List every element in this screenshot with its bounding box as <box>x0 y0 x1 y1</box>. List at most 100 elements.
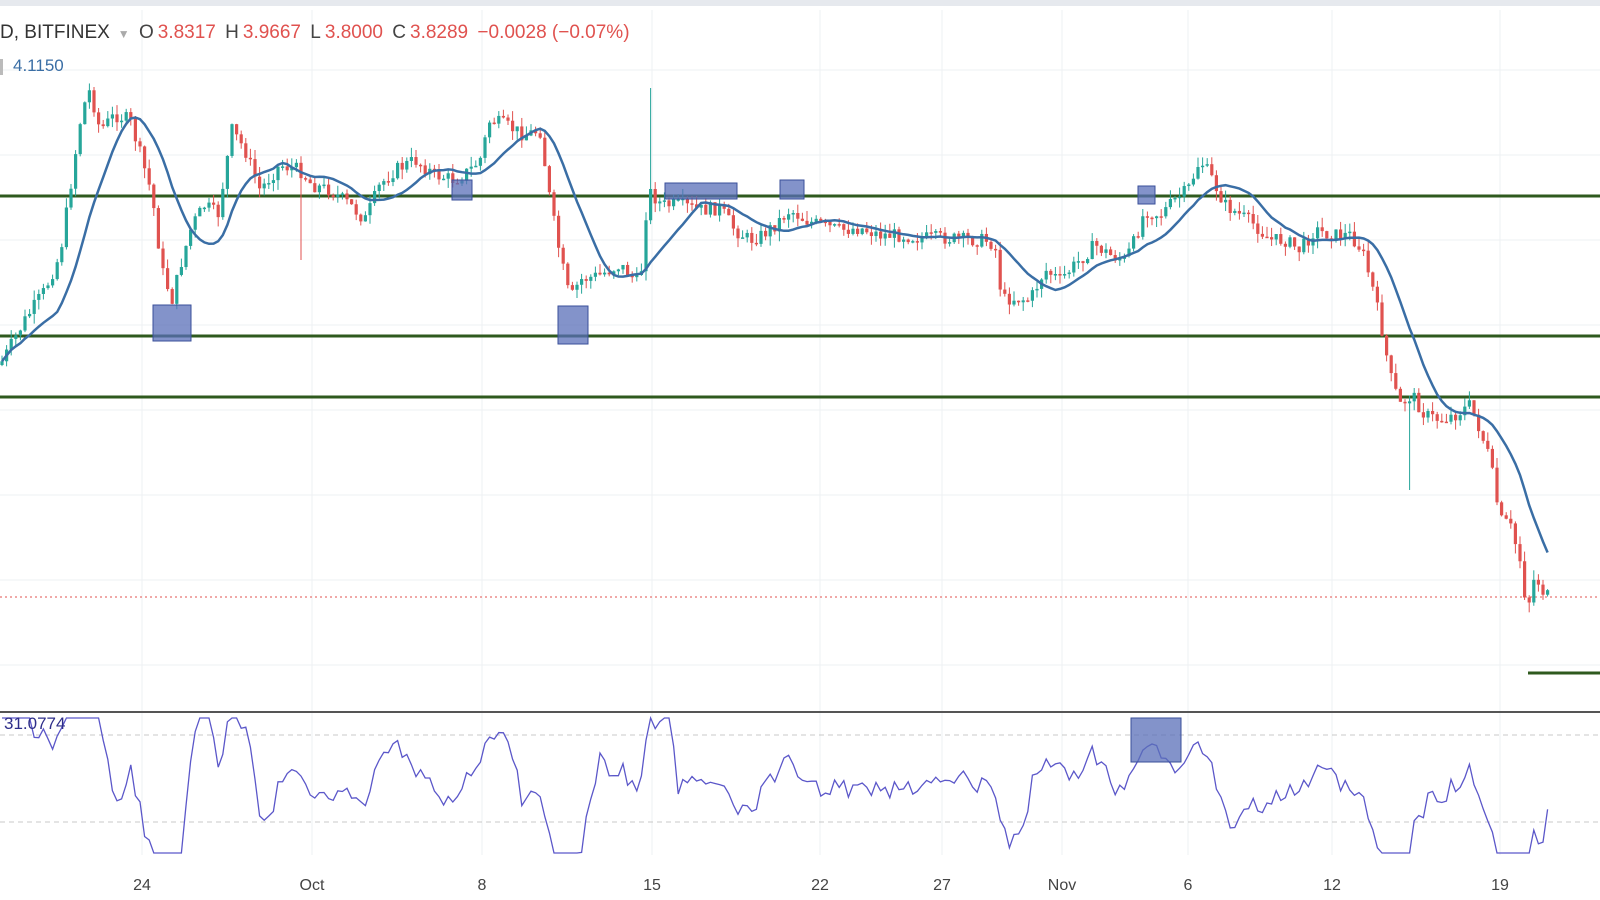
candle-body <box>1132 236 1136 249</box>
candle-body <box>1265 236 1269 239</box>
open-value: 3.8317 <box>157 22 216 43</box>
candle-body <box>1247 212 1251 215</box>
candle-body <box>713 202 717 216</box>
candle-body <box>966 232 970 238</box>
candle-body <box>1113 255 1117 261</box>
candle-body <box>179 267 183 275</box>
candle-body <box>1159 216 1163 218</box>
candle-body <box>1127 248 1131 257</box>
candle-body <box>1145 216 1149 218</box>
candle-body <box>892 229 896 238</box>
candle-body <box>414 157 418 165</box>
candle-body <box>846 229 850 234</box>
candle-body <box>865 228 869 233</box>
low-label: L <box>310 22 321 43</box>
candle-body <box>695 204 699 208</box>
candle-body <box>336 194 340 198</box>
candle-body <box>506 117 510 121</box>
candle-body <box>1237 210 1241 214</box>
candle-body <box>396 162 400 179</box>
candle-body <box>589 276 593 281</box>
chevron-down-icon[interactable]: ▼ <box>117 27 130 41</box>
candle-body <box>248 157 252 160</box>
candle-body <box>644 220 648 272</box>
candle-body <box>451 173 455 184</box>
candle-body <box>593 272 597 277</box>
candle-body <box>258 176 262 189</box>
candle-body <box>235 124 239 135</box>
candle-body <box>690 203 694 205</box>
candle-body <box>856 228 860 234</box>
candle-body <box>543 137 547 167</box>
candle-body <box>1385 335 1389 356</box>
candle-body <box>1086 259 1090 264</box>
candle-body <box>405 160 409 170</box>
candle-body <box>1527 597 1531 603</box>
rsi-value: 31.0774 <box>4 714 66 733</box>
candle-body <box>1003 289 1007 294</box>
candle-body <box>699 204 703 208</box>
candle-body <box>883 233 887 239</box>
candle-body <box>64 207 68 248</box>
candle-body <box>97 112 101 125</box>
low-value: 3.8000 <box>324 22 383 43</box>
candle-body <box>1242 212 1246 215</box>
candle-body <box>1196 167 1200 179</box>
candle-body <box>534 130 538 134</box>
x-tick-label: 27 <box>933 877 951 894</box>
candle-body <box>777 218 781 232</box>
candle-body <box>106 118 110 127</box>
candle-body <box>745 232 749 238</box>
rsi-legend: 31.0774 <box>4 714 65 734</box>
candle-body <box>1339 229 1343 239</box>
candle-body <box>649 188 653 221</box>
x-tick-label: 6 <box>1184 877 1193 894</box>
candle-body <box>74 154 78 189</box>
candle-body <box>1104 249 1108 253</box>
candle-body <box>1444 421 1448 424</box>
symbol-label[interactable]: D, BITFINEX <box>0 22 110 43</box>
candle-body <box>1541 584 1545 595</box>
candle-body <box>547 166 551 193</box>
candle-body <box>869 232 873 237</box>
candle-body <box>492 122 496 125</box>
candle-body <box>55 262 59 280</box>
x-tick-label: 8 <box>478 877 487 894</box>
candle-body <box>1306 238 1310 246</box>
candle-body <box>501 115 505 118</box>
candle-body <box>1320 227 1324 232</box>
candle-body <box>1375 286 1379 303</box>
x-tick-label: 15 <box>643 877 661 894</box>
candle-body <box>879 231 883 239</box>
candle-body <box>1168 199 1172 208</box>
candle-body <box>409 157 413 161</box>
candle-body <box>382 181 386 185</box>
candle-body <box>478 157 482 166</box>
candle-body <box>874 231 878 237</box>
candle-body <box>607 272 611 275</box>
candle-body <box>60 247 64 263</box>
candle-body <box>1026 300 1030 302</box>
candle-body <box>1426 411 1430 418</box>
candle-body <box>741 237 745 239</box>
candle-body <box>1224 199 1228 203</box>
candle-body <box>1017 300 1021 303</box>
candle-body <box>1366 250 1370 273</box>
high-label: H <box>225 22 239 43</box>
candle-body <box>317 185 321 193</box>
candle-body <box>672 199 676 207</box>
candle-body <box>1546 590 1550 595</box>
candle-body <box>681 198 685 201</box>
candle-body <box>230 124 234 156</box>
candle-body <box>805 220 809 225</box>
candle-body <box>101 124 105 127</box>
candle-body <box>1500 502 1504 516</box>
candle-body <box>1099 245 1103 253</box>
candle-body <box>1431 411 1435 415</box>
candle-body <box>851 228 855 234</box>
candle-body <box>1049 270 1053 275</box>
candle-body <box>1362 249 1366 252</box>
candle-body <box>980 233 984 247</box>
candle-body <box>1463 406 1467 416</box>
